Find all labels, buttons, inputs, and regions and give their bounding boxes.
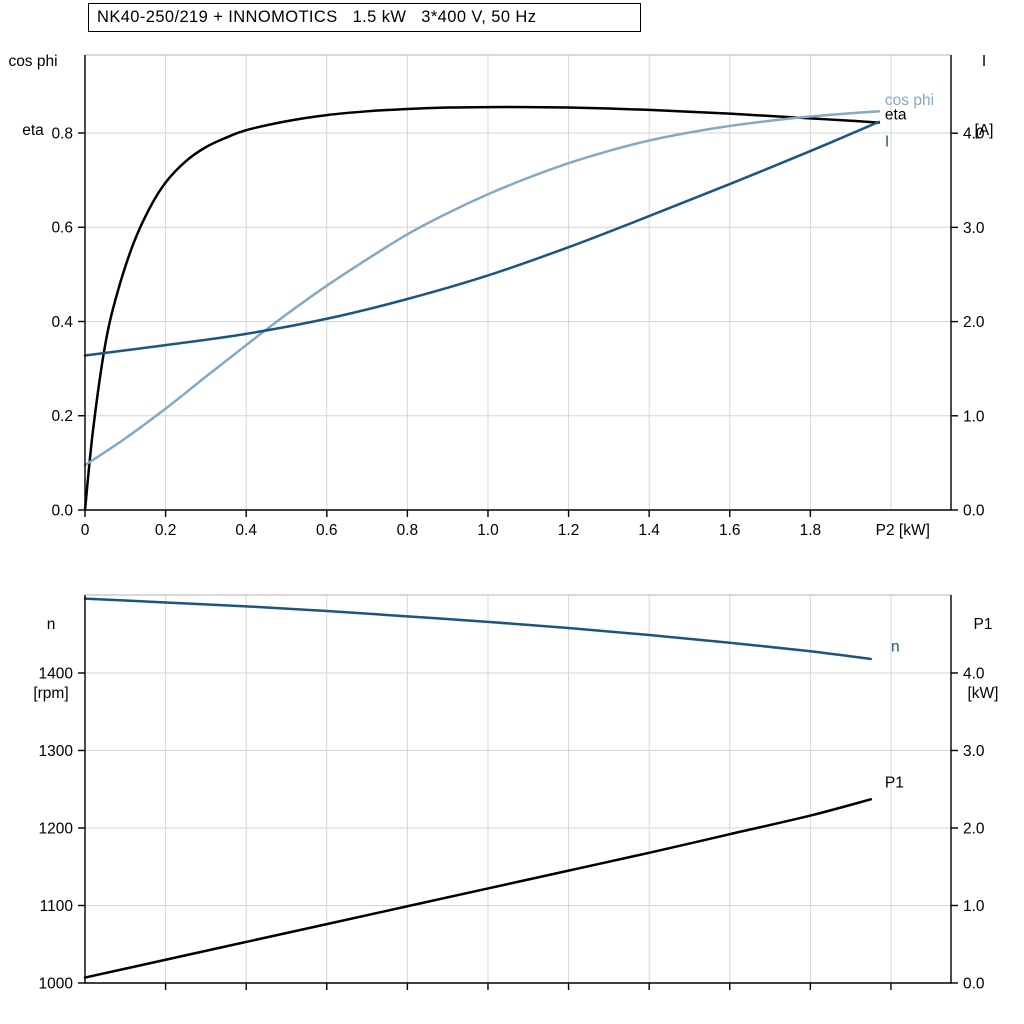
left-axis-tick-label: 0.6 [51,220,73,237]
curve-label-p1: P1 [885,775,904,792]
axis-label-p1-unit: [kW] [967,685,999,702]
x-axis-tick-label: 0.2 [155,522,177,539]
curve-cos-phi [83,110,881,467]
chart-motor-electrical: 0.0 0.2 0.4 0.6 0.8 0.0 1.0 2.0 3.0 4.0 0 0.2 0.4 0.6… [51,54,985,539]
x-axis-tick-label: 0.8 [397,522,419,539]
x-axis-tick-label: 1.2 [558,522,580,539]
x-axis-tick-label: 1.4 [638,522,660,539]
axis-label-eta: eta [22,122,44,139]
x-axis-tick-label: 1.6 [719,522,741,539]
left-axis-tick-label: 0.4 [51,314,73,331]
curve-p1 [83,798,873,979]
right-axis-tick-label: 2.0 [963,314,985,331]
left-axis-tick-label: 1200 [39,820,74,837]
axis-label-speed: n [46,616,56,633]
left-axis-tick-label: 0.2 [51,408,73,425]
bottom-left-axis-title: n [rpm] [22,567,80,751]
right-axis-tick-label: 1.0 [963,898,985,915]
right-axis-tick-label: 0.0 [963,976,985,993]
x-axis-tick-label: 0.4 [235,522,257,539]
top-right-axis-title: I [A] [959,4,1009,188]
axis-label-speed-unit: [rpm] [33,685,69,702]
curve-eta [83,105,881,512]
axis-label-current: I [981,53,987,70]
x-axis-tick-label: 1.8 [800,522,822,539]
curve-label-eta: eta [885,106,907,123]
curve-current [83,120,881,357]
right-axis-tick-label: 1.0 [963,408,985,425]
left-axis-tick-label: 1300 [39,743,74,760]
bottom-right-axis-title: P1 [kW] [954,567,1012,751]
left-axis-tick-label: 1100 [40,898,74,915]
axis-label-current-unit: [A] [974,122,994,139]
right-axis-tick-label: 2.0 [963,820,985,837]
right-axis-tick-label: 4.0 [963,126,985,143]
chart-title: NK40-250/219 + INNOMOTICS 1.5 kW 3*400 V… [97,8,537,26]
chart-title-box: NK40-250/219 + INNOMOTICS 1.5 kW 3*400 V… [88,3,641,32]
x-axis-tick-label: 0 [81,522,90,539]
x-axis-tick-label: 0.6 [316,522,338,539]
curve-label-current: I [885,133,889,150]
right-axis-tick-label: 4.0 [963,665,985,682]
left-axis-tick-label: 0.0 [51,503,73,520]
left-axis-tick-label: 1000 [39,976,74,993]
left-axis-tick-label: 0.8 [51,125,73,142]
curve-speed [83,597,873,661]
x-axis-tick-label: 1.0 [477,522,499,539]
x-axis-unit-label: P2 [kW] [876,522,930,539]
chart-motor-mechanical: 1000 1100 1200 1300 1400 0.0 1.0 2.0 3.0 4.0 n P1 [39,594,985,993]
curve-label-cos-phi: cos phi [885,92,934,109]
curve-label-speed: n [891,638,900,655]
top-left-axis-title: cos phi eta [0,4,66,188]
right-axis-tick-label: 3.0 [963,743,985,760]
left-axis-tick-label: 1400 [39,665,74,682]
right-axis-tick-label: 0.0 [963,503,985,520]
right-axis-tick-label: 3.0 [963,220,985,237]
axis-label-p1: P1 [973,616,993,633]
axis-label-cos-phi: cos phi [8,53,58,70]
